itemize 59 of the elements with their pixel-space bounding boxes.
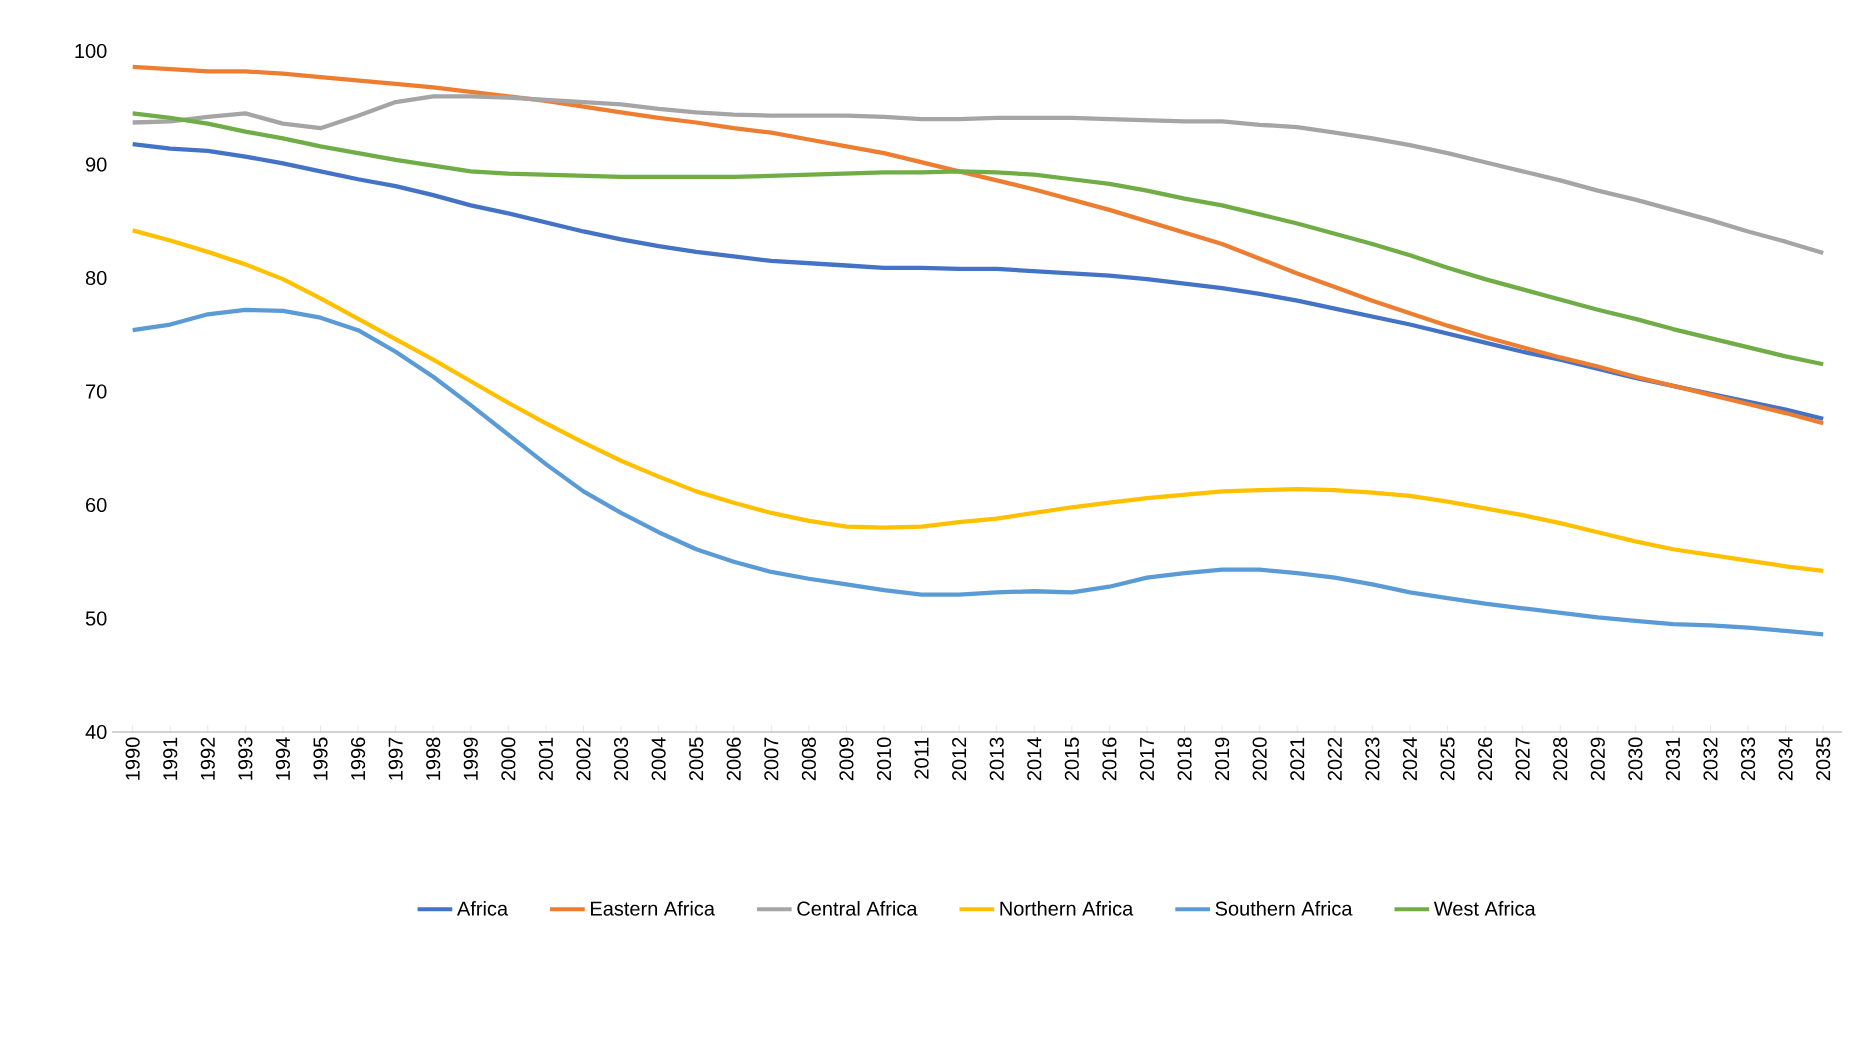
- x-tick-label: 2005: [689, 737, 704, 781]
- x-tick-label: 2032: [1703, 737, 1718, 781]
- legend-label: Southern Africa: [1215, 901, 1353, 916]
- x-tick-label: 2001: [538, 737, 553, 781]
- x-tick-label: 1995: [313, 737, 328, 780]
- x-tick-label: 1996: [350, 737, 366, 780]
- x-tick-label: 2022: [1327, 737, 1342, 781]
- y-tick-label: 80: [85, 270, 107, 286]
- x-tick-label: 2018: [1177, 737, 1192, 781]
- x-tick-label: 1997: [388, 737, 403, 780]
- x-tick-label: 2030: [1628, 737, 1643, 781]
- y-tick-label: 60: [86, 497, 107, 513]
- x-tick-label: 1991: [163, 737, 178, 780]
- x-tick-label: 2026: [1478, 737, 1493, 781]
- x-tick-label: 2016: [1102, 737, 1117, 781]
- x-tick-label: 2014: [1027, 737, 1042, 781]
- x-tick-label: 2035: [1816, 737, 1831, 781]
- x-tick-label: 2002: [576, 737, 591, 781]
- x-tick-label: 2013: [989, 737, 1004, 781]
- x-tick-label: 2029: [1590, 737, 1605, 781]
- x-tick-label: 2017: [1139, 737, 1155, 781]
- x-tick-label: 1992: [200, 737, 215, 780]
- x-tick-label: 2009: [839, 737, 854, 781]
- x-tick-label: 2011: [914, 737, 929, 779]
- legend-label: Africa: [456, 901, 509, 916]
- x-tick-label: 1994: [275, 737, 291, 780]
- y-tick-label: 40: [85, 724, 107, 740]
- x-tick-label: 2019: [1215, 737, 1230, 781]
- x-tick-label: 1993: [238, 737, 253, 780]
- x-tick-label: 2028: [1553, 737, 1568, 781]
- x-tick-label: 2025: [1440, 737, 1455, 781]
- y-tick-label: 100: [75, 43, 107, 59]
- legend-label: Northern Africa: [1000, 901, 1134, 916]
- legend-label: Eastern Africa: [591, 901, 715, 916]
- x-tick-label: 2021: [1290, 737, 1305, 781]
- legend-label: West Africa: [1433, 901, 1536, 916]
- y-tick-label: 90: [85, 157, 107, 172]
- legend-label: Central Africa: [797, 901, 918, 916]
- x-tick-label: 2006: [726, 737, 741, 781]
- x-tick-label: 2023: [1365, 737, 1380, 781]
- x-tick-label: 1990: [125, 737, 140, 780]
- y-tick-label: 50: [85, 611, 107, 626]
- x-tick-label: 2024: [1402, 737, 1418, 781]
- x-tick-label: 2027: [1515, 737, 1530, 781]
- x-tick-label: 2008: [801, 737, 816, 781]
- x-tick-label: 2020: [1252, 737, 1267, 781]
- x-tick-label: 2015: [1064, 737, 1079, 781]
- x-tick-label: 2033: [1740, 737, 1756, 781]
- x-tick-label: 2000: [501, 737, 516, 781]
- x-tick-label: 1999: [463, 737, 478, 780]
- x-tick-label: 2012: [952, 737, 967, 781]
- x-tick-label: 2010: [876, 737, 892, 781]
- x-tick-label: 2007: [764, 737, 779, 781]
- x-tick-label: 2004: [651, 737, 666, 781]
- x-tick-label: 2031: [1665, 737, 1680, 781]
- x-tick-label: 1998: [426, 737, 441, 780]
- x-tick-label: 2003: [613, 737, 629, 781]
- x-tick-label: 2034: [1778, 737, 1793, 781]
- y-tick-label: 70: [86, 384, 107, 399]
